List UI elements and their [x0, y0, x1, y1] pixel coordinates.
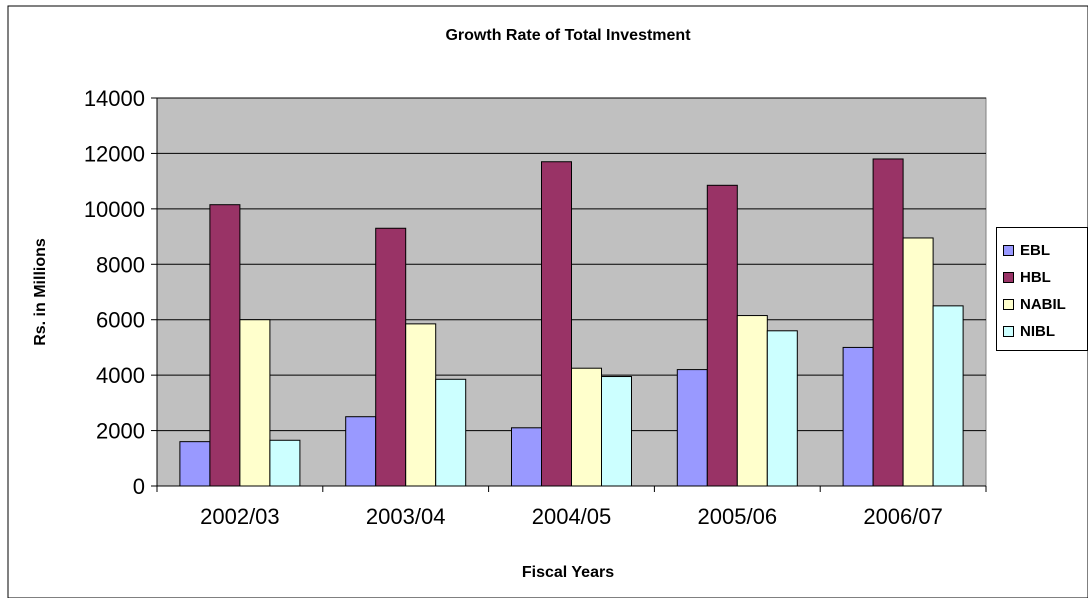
legend: EBL HBL NABIL NIBL [996, 227, 1088, 351]
bar-ebl-4 [842, 346, 874, 487]
y-tick-label: 0 [133, 474, 145, 499]
x-tick-label: 2006/07 [863, 504, 943, 529]
bar-hbl-1 [375, 227, 407, 487]
y-tick-label: 8000 [96, 252, 145, 277]
bar-ebl-3 [676, 369, 708, 487]
bar-nibl-0 [269, 439, 301, 487]
y-tick-label: 14000 [84, 86, 145, 111]
legend-swatch [1003, 298, 1014, 310]
plot-area: 0 2000 4000 6000 8000 10000 12000 14000 2002/03 2… [84, 86, 987, 529]
legend-label: EBL [1020, 241, 1050, 259]
y-tick-label: 4000 [96, 363, 145, 388]
chart-title: Growth Rate of Total Investment [445, 27, 691, 44]
bar-hbl-4 [872, 158, 904, 487]
bar-ebl-2 [511, 427, 542, 487]
bar-nabil-0 [239, 319, 271, 487]
bar-nabil-3 [736, 315, 768, 487]
bar-nibl-3 [766, 330, 798, 487]
x-tick-label: 2003/04 [366, 504, 446, 529]
legend-swatch [1003, 271, 1014, 283]
y-tick-label: 2000 [96, 419, 145, 444]
bar-nibl-4 [932, 305, 964, 487]
legend-item-nabil: NABIL [1003, 294, 1066, 314]
legend-item-nibl: NIBL [1003, 321, 1055, 341]
legend-swatch [1003, 325, 1014, 337]
y-tick-label: 12000 [84, 141, 145, 166]
x-tick-label: 2002/03 [200, 504, 280, 529]
x-axis-label: Fiscal Years [522, 564, 614, 581]
bar-ebl-1 [345, 416, 377, 487]
y-axis-label: Rs. in Millions [32, 238, 49, 346]
bar-nibl-1 [435, 378, 467, 487]
bar-ebl-0 [179, 441, 211, 487]
bar-hbl-2 [541, 161, 572, 487]
bar-nibl-2 [601, 376, 632, 487]
legend-label: NABIL [1020, 295, 1066, 313]
bar-hbl-0 [209, 204, 241, 487]
y-tick-label: 10000 [84, 197, 145, 222]
legend-label: NIBL [1020, 322, 1055, 340]
bar-hbl-3 [706, 184, 738, 487]
y-tick-label: 6000 [96, 308, 145, 333]
legend-label: HBL [1020, 268, 1051, 286]
bar-nabil-4 [902, 237, 934, 487]
legend-item-ebl: EBL [1003, 240, 1050, 260]
bar-nabil-1 [405, 323, 437, 487]
legend-swatch [1003, 244, 1014, 256]
bar-nabil-2 [571, 367, 602, 487]
legend-item-hbl: HBL [1003, 267, 1051, 287]
x-tick-label: 2005/06 [698, 504, 778, 529]
x-tick-label: 2004/05 [532, 504, 612, 529]
